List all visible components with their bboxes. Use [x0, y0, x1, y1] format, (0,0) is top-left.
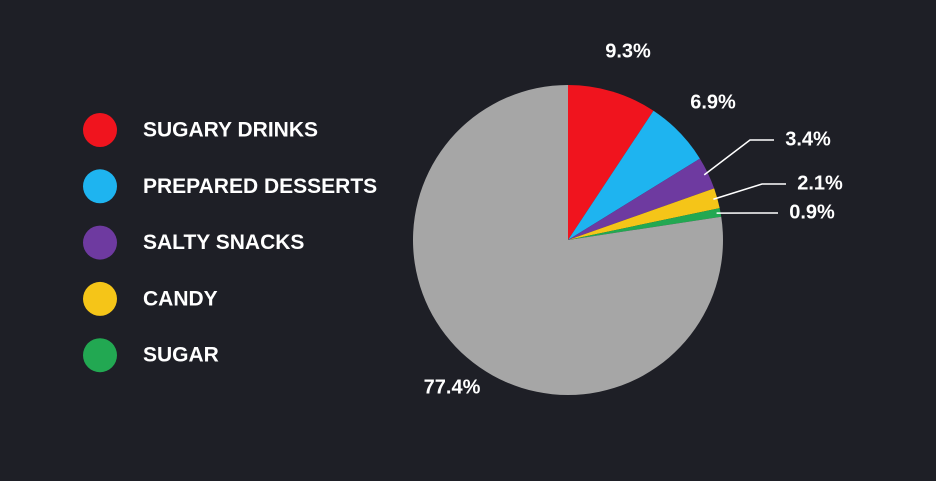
- value-label: 6.9%: [690, 91, 736, 113]
- legend-marker: [83, 113, 117, 147]
- value-label: 9.3%: [605, 40, 651, 62]
- legend-label: CANDY: [143, 287, 218, 310]
- legend-label: SUGAR: [143, 344, 219, 367]
- legend-marker: [83, 169, 117, 204]
- value-label: 2.1%: [797, 172, 843, 194]
- legend-label: SUGARY DRINKS: [143, 119, 318, 142]
- leader-line: [713, 183, 786, 200]
- legend-marker: [83, 225, 117, 260]
- pie-slice: [568, 208, 722, 240]
- pie-slice: [568, 188, 720, 240]
- legend-label: PREPARED DESSERTS: [143, 175, 377, 198]
- pie-slice: [568, 85, 654, 240]
- leader-line: [703, 139, 774, 176]
- value-label: 3.4%: [785, 128, 831, 150]
- pie-slice: [568, 110, 700, 241]
- legend-label: SALTY SNACKS: [143, 231, 304, 254]
- pie-slice: [568, 158, 715, 240]
- value-label: 0.9%: [789, 201, 835, 223]
- value-label: 77.4%: [424, 376, 481, 398]
- legend-marker: [83, 281, 117, 316]
- pie-slice: [412, 84, 723, 395]
- legend-marker: [83, 338, 117, 373]
